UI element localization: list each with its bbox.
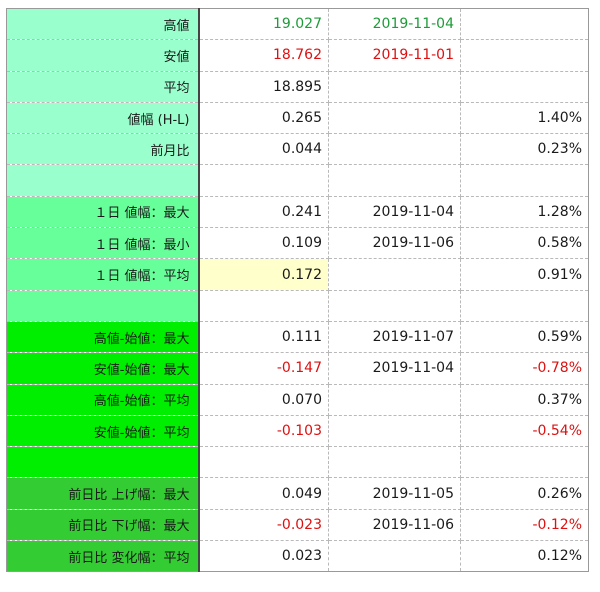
percent-cell bbox=[460, 446, 589, 479]
selected-value-cell[interactable]: 0.172 bbox=[198, 258, 329, 291]
table-row: 安値-始値：最大 -0.147 2019-11-04 -0.78% bbox=[6, 352, 589, 385]
table-row: 高値-始値：最大 0.111 2019-11-07 0.59% bbox=[6, 320, 589, 354]
table-row: １日 値幅：最小 0.109 2019-11-06 0.58% bbox=[6, 227, 589, 260]
spacer-row bbox=[6, 289, 589, 322]
date-cell bbox=[328, 70, 461, 103]
row-label: 前日比 上げ幅：最大 bbox=[6, 477, 200, 510]
row-label: 前日比 変化幅：平均 bbox=[6, 540, 200, 573]
value-cell: 18.762 bbox=[198, 39, 329, 72]
percent-cell: -0.54% bbox=[460, 414, 589, 448]
date-cell bbox=[328, 101, 461, 135]
row-label: 値幅 (H-L) bbox=[6, 101, 200, 135]
value-cell: 0.049 bbox=[198, 477, 329, 510]
row-label bbox=[6, 164, 200, 197]
value-cell: 0.109 bbox=[198, 227, 329, 260]
date-cell bbox=[328, 540, 461, 573]
percent-cell: 0.12% bbox=[460, 540, 589, 573]
percent-cell: 0.58% bbox=[460, 227, 589, 260]
row-label: 前月比 bbox=[6, 133, 200, 166]
spacer-row bbox=[6, 164, 589, 197]
table-row: 高値 19.027 2019-11-04 bbox=[6, 7, 589, 41]
table-row: 安値 18.762 2019-11-01 bbox=[6, 39, 589, 72]
percent-cell bbox=[460, 39, 589, 72]
percent-cell: 0.37% bbox=[460, 383, 589, 416]
row-label: １日 値幅：平均 bbox=[6, 258, 200, 291]
table-row: １日 値幅：平均 0.172 0.91% bbox=[6, 258, 589, 291]
value-cell: 0.241 bbox=[198, 195, 329, 229]
row-label bbox=[6, 289, 200, 322]
percent-cell: -0.78% bbox=[460, 352, 589, 385]
table-row: 前月比 0.044 0.23% bbox=[6, 133, 589, 166]
date-cell: 2019-11-04 bbox=[328, 195, 461, 229]
table-row: 前日比 下げ幅：最大 -0.023 2019-11-06 -0.12% bbox=[6, 508, 589, 542]
table-row: 平均 18.895 bbox=[6, 70, 589, 103]
value-cell bbox=[198, 289, 329, 322]
value-cell: 18.895 bbox=[198, 70, 329, 103]
table-row: 安値-始値：平均 -0.103 -0.54% bbox=[6, 414, 589, 448]
date-cell bbox=[328, 258, 461, 291]
percent-cell bbox=[460, 164, 589, 197]
row-label bbox=[6, 446, 200, 479]
value-cell: 0.111 bbox=[198, 320, 329, 354]
value-cell: 0.070 bbox=[198, 383, 329, 416]
date-cell: 2019-11-07 bbox=[328, 320, 461, 354]
price-stats-table: 高値 19.027 2019-11-04 安値 18.762 2019-11-0… bbox=[6, 7, 589, 573]
row-label: １日 値幅：最大 bbox=[6, 195, 200, 229]
row-label: １日 値幅：最小 bbox=[6, 227, 200, 260]
date-cell: 2019-11-05 bbox=[328, 477, 461, 510]
date-cell bbox=[328, 446, 461, 479]
table-row: 前日比 変化幅：平均 0.023 0.12% bbox=[6, 540, 589, 573]
date-cell: 2019-11-04 bbox=[328, 7, 461, 41]
percent-cell: 0.26% bbox=[460, 477, 589, 510]
value-cell: -0.023 bbox=[198, 508, 329, 542]
date-cell: 2019-11-06 bbox=[328, 227, 461, 260]
date-cell: 2019-11-01 bbox=[328, 39, 461, 72]
date-cell bbox=[328, 414, 461, 448]
row-label: 高値-始値：平均 bbox=[6, 383, 200, 416]
row-label: 安値-始値：平均 bbox=[6, 414, 200, 448]
table-row: 高値-始値：平均 0.070 0.37% bbox=[6, 383, 589, 416]
percent-cell: -0.12% bbox=[460, 508, 589, 542]
row-label: 安値 bbox=[6, 39, 200, 72]
value-cell: -0.103 bbox=[198, 414, 329, 448]
value-cell: 0.265 bbox=[198, 101, 329, 135]
percent-cell bbox=[460, 289, 589, 322]
row-label: 高値-始値：最大 bbox=[6, 320, 200, 354]
table-row: 前日比 上げ幅：最大 0.049 2019-11-05 0.26% bbox=[6, 477, 589, 510]
date-cell bbox=[328, 289, 461, 322]
table-row: １日 値幅：最大 0.241 2019-11-04 1.28% bbox=[6, 195, 589, 229]
value-cell bbox=[198, 446, 329, 479]
row-label: 前日比 下げ幅：最大 bbox=[6, 508, 200, 542]
value-cell: 0.023 bbox=[198, 540, 329, 573]
table-row: 値幅 (H-L) 0.265 1.40% bbox=[6, 101, 589, 135]
row-label: 安値-始値：最大 bbox=[6, 352, 200, 385]
percent-cell bbox=[460, 70, 589, 103]
value-cell: 0.044 bbox=[198, 133, 329, 166]
percent-cell: 1.40% bbox=[460, 101, 589, 135]
percent-cell: 0.59% bbox=[460, 320, 589, 354]
row-label: 高値 bbox=[6, 7, 200, 41]
stats-table-container: 高値 19.027 2019-11-04 安値 18.762 2019-11-0… bbox=[6, 7, 589, 573]
date-cell bbox=[328, 133, 461, 166]
date-cell: 2019-11-04 bbox=[328, 352, 461, 385]
percent-cell: 1.28% bbox=[460, 195, 589, 229]
percent-cell bbox=[460, 7, 589, 41]
value-cell bbox=[198, 164, 329, 197]
value-cell: 19.027 bbox=[198, 7, 329, 41]
date-cell bbox=[328, 164, 461, 197]
percent-cell: 0.23% bbox=[460, 133, 589, 166]
date-cell: 2019-11-06 bbox=[328, 508, 461, 542]
row-label: 平均 bbox=[6, 70, 200, 103]
value-cell: -0.147 bbox=[198, 352, 329, 385]
spacer-row bbox=[6, 446, 589, 479]
percent-cell: 0.91% bbox=[460, 258, 589, 291]
date-cell bbox=[328, 383, 461, 416]
